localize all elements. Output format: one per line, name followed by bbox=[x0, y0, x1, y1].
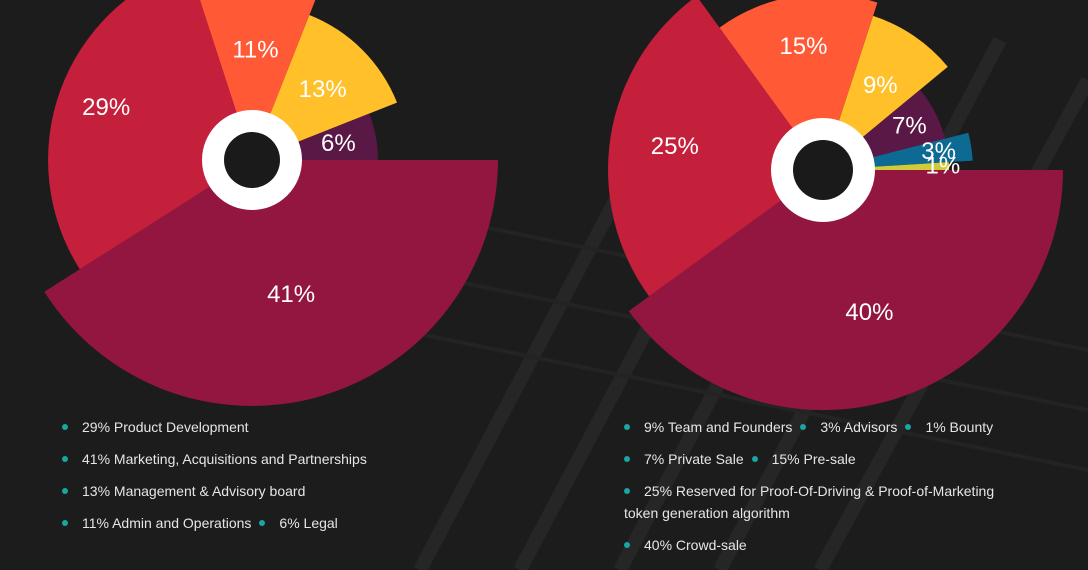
legend-right: 9% Team and Founders 3% Advisors 1% Bounty… bbox=[624, 416, 1004, 566]
legend-label: 40% Crowd-sale bbox=[644, 537, 747, 553]
legend-label: 1% Bounty bbox=[925, 419, 994, 435]
legend-label: 25% Reserved for Proof-Of-Driving & Proo… bbox=[624, 483, 995, 521]
bullet-icon bbox=[624, 456, 630, 463]
legend-item: 15% Pre-sale bbox=[751, 451, 856, 467]
slice-label: 9% bbox=[863, 72, 898, 99]
legend-item: 9% Team and Founders bbox=[624, 419, 792, 435]
bullet-icon bbox=[624, 488, 630, 495]
slice-label: 6% bbox=[321, 130, 356, 157]
legend-label: 6% Legal bbox=[279, 515, 338, 531]
slice-label: 11% bbox=[232, 37, 278, 64]
legend-label: 15% Pre-sale bbox=[771, 451, 856, 467]
legend-left: 29% Product Development 41% Marketing, Ac… bbox=[62, 416, 522, 544]
legend-item: 3% Advisors bbox=[800, 419, 897, 435]
legend-item: 6% Legal bbox=[259, 515, 338, 531]
allocation-chart-left: 41% 29% 11% 13% 6% bbox=[0, 0, 520, 415]
slice-label: 29% bbox=[82, 94, 130, 121]
slice-label: 25% bbox=[651, 133, 699, 160]
bullet-icon bbox=[624, 424, 630, 431]
bullet-icon bbox=[62, 456, 68, 463]
pie-slice bbox=[608, 0, 823, 297]
pie-slice bbox=[44, 160, 499, 406]
bullet-icon bbox=[905, 424, 912, 431]
allocation-chart-right: 40% 25% 15% 9% 7% 3% 1% bbox=[560, 0, 1088, 415]
legend-row: 40% Crowd-sale bbox=[624, 534, 1004, 556]
legend-row: 41% Marketing, Acquisitions and Partners… bbox=[62, 448, 522, 470]
bullet-icon bbox=[751, 456, 758, 463]
bullet-icon bbox=[624, 542, 630, 549]
legend-item: 13% Management & Advisory board bbox=[62, 483, 305, 499]
slice-label: 1% bbox=[926, 153, 961, 180]
legend-label: 41% Marketing, Acquisitions and Partners… bbox=[82, 451, 367, 467]
legend-item: 7% Private Sale bbox=[624, 451, 744, 467]
pie-slice bbox=[252, 15, 397, 160]
donut-hole bbox=[793, 140, 853, 200]
legend-item: 29% Product Development bbox=[62, 419, 249, 435]
slice-label: 41% bbox=[267, 281, 315, 308]
bullet-icon bbox=[62, 424, 68, 431]
slice-label: 7% bbox=[892, 113, 927, 140]
bullet-icon bbox=[62, 520, 68, 527]
legend-row: 9% Team and Founders 3% Advisors 1% Bounty bbox=[624, 416, 1004, 438]
bullet-icon bbox=[800, 424, 807, 431]
legend-row: 7% Private Sale 15% Pre-sale bbox=[624, 448, 1004, 470]
pie-slice bbox=[199, 0, 316, 160]
legend-label: 11% Admin and Operations bbox=[82, 515, 252, 531]
legend-item: 25% Reserved for Proof-Of-Driving & Proo… bbox=[624, 483, 994, 521]
donut-hole bbox=[224, 132, 280, 188]
slice-label: 40% bbox=[845, 299, 893, 326]
legend-label: 7% Private Sale bbox=[644, 451, 744, 467]
bullet-icon bbox=[62, 488, 68, 495]
slice-label: 13% bbox=[299, 76, 347, 103]
legend-row: 25% Reserved for Proof-Of-Driving & Proo… bbox=[624, 480, 1004, 524]
legend-item: 40% Crowd-sale bbox=[624, 537, 747, 553]
legend-label: 9% Team and Founders bbox=[644, 419, 793, 435]
legend-label: 13% Management & Advisory board bbox=[82, 483, 306, 499]
pie-slice bbox=[48, 0, 252, 270]
slice-label: 15% bbox=[779, 33, 827, 60]
legend-item: 41% Marketing, Acquisitions and Partners… bbox=[62, 451, 367, 467]
legend-item: 1% Bounty bbox=[905, 419, 993, 435]
slice-label: 3% bbox=[921, 138, 956, 165]
legend-row: 11% Admin and Operations 6% Legal bbox=[62, 512, 522, 534]
pie-slice bbox=[719, 0, 878, 170]
legend-label: 3% Advisors bbox=[820, 419, 898, 435]
legend-row: 29% Product Development bbox=[62, 416, 522, 438]
legend-row: 13% Management & Advisory board bbox=[62, 480, 522, 502]
bullet-icon bbox=[259, 520, 266, 527]
legend-item: 11% Admin and Operations bbox=[62, 515, 251, 531]
pie-slice bbox=[628, 170, 1063, 411]
legend-label: 29% Product Development bbox=[82, 419, 249, 435]
